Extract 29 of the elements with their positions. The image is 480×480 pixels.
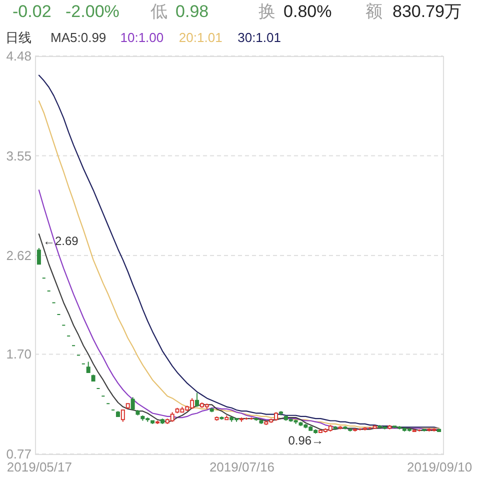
- candlestick: [86, 361, 90, 373]
- text: MA5:0.99: [50, 30, 106, 45]
- line-series: [38, 190, 440, 430]
- y-tick-label: 4.48: [6, 48, 32, 64]
- y-tick-label: 2.62: [6, 248, 32, 264]
- x-tick-label: 2019/05/17: [6, 460, 72, 474]
- candlestick: [130, 396, 135, 411]
- text: 830.79万: [392, 2, 462, 21]
- candlestick: [36, 248, 41, 265]
- text: -2.00%: [66, 2, 120, 21]
- x-tick-label: 2019/09/10: [407, 460, 472, 474]
- line-series: [38, 234, 440, 431]
- y-tick-label: 1.70: [6, 346, 32, 362]
- candlestick: [195, 392, 200, 408]
- text: 0.80%: [284, 2, 332, 21]
- text: 0.98: [176, 2, 209, 21]
- y-tick-label: 0.77: [6, 446, 32, 462]
- text: 低: [150, 2, 168, 21]
- text: 30:1.01: [238, 30, 281, 45]
- text: 10:1.00: [120, 30, 164, 45]
- x-tick-label: 2019/07/16: [209, 460, 275, 474]
- legend-title: 日线: [6, 30, 32, 45]
- text: 额: [366, 2, 383, 21]
- candlestick: [120, 410, 125, 422]
- y-tick-label: 3.55: [6, 148, 32, 164]
- text: 20:1.01: [178, 30, 222, 45]
- text: 换: [258, 2, 276, 21]
- annotation: 0.96→: [288, 434, 324, 448]
- text: -0.02: [12, 2, 52, 21]
